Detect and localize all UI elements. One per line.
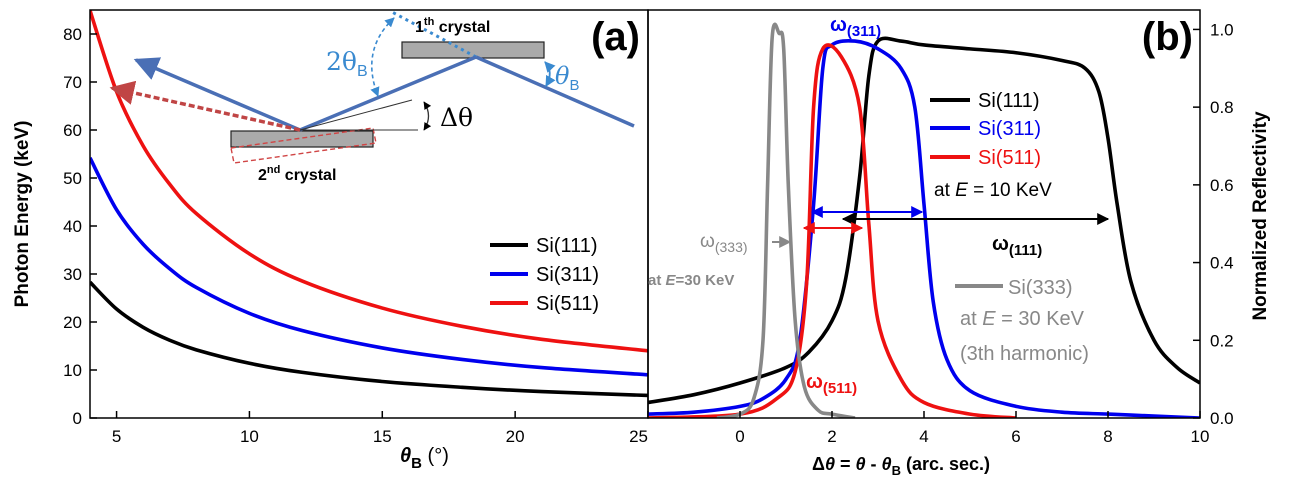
tilted-crystal-outline [230, 127, 377, 164]
panel-b-y-tick-label: 0.8 [1210, 98, 1234, 117]
panel-b-y-tick-label: 0.6 [1210, 176, 1234, 195]
omega-333-label: ω(333) [700, 231, 748, 255]
panel-a-series [90, 10, 648, 398]
omega-111-label: ω(111) [992, 233, 1042, 259]
second-crystal-label: 2nd crystal [258, 164, 336, 184]
legend-b-label-si111: Si(111) [978, 90, 1040, 112]
panel-a-y-tick-label: 50 [63, 169, 82, 188]
incident-beam [475, 55, 635, 128]
two-theta-arc [370, 17, 395, 97]
panel-b-legend: Si(111) Si(311) Si(511) at E = 10 KeV [930, 90, 1052, 201]
panel-b-y-tick-label: 1.0 [1210, 20, 1234, 39]
panel-a-x-tick-label: 5 [112, 427, 121, 446]
panel-a-y-tick-label: 40 [63, 217, 82, 236]
panel-a-y-ticks: 0 10 20 30 40 50 60 70 80 [63, 25, 97, 428]
panel-b-x-tick-label: 10 [1191, 427, 1210, 446]
panel-b-x-tick-label: 2 [827, 427, 836, 446]
omega-311-label: ω(311) [830, 14, 881, 40]
beam-continuation-dotted [391, 10, 477, 59]
si333-harmonic-note: (3th harmonic) [960, 343, 1089, 365]
panel-b-x-axis-label: Δθ = θ - θB (arc. sec.) [812, 454, 990, 478]
legend-b-energy-note: at E = 10 KeV [934, 180, 1052, 201]
delta-theta-label: Δθ [440, 103, 473, 132]
panel-a-x-tick-label: 10 [240, 427, 259, 446]
panel-a-y-tick-label: 0 [73, 409, 82, 428]
first-crystal-block [401, 41, 545, 59]
legend-a-label-si511: Si(511) [536, 293, 599, 315]
legend-b-label-si333: Si(333) [1008, 277, 1072, 299]
panel-b-y-tick-label: 0.2 [1210, 331, 1234, 350]
panel-a-y-tick-label: 20 [63, 313, 82, 332]
panel-a-y-tick-label: 60 [63, 121, 82, 140]
panel-a-y-tick-label: 70 [63, 73, 82, 92]
panel-a-series-si511 [90, 10, 648, 353]
panel-b-series-si333 [716, 22, 856, 418]
panel-b-x-ticks: 0 2 4 6 8 10 [735, 411, 1209, 446]
si333-energy-note-short: at E=30 KeV [648, 272, 734, 289]
panel-a-y-tick-label: 30 [63, 265, 82, 284]
legend-a-label-si111: Si(111) [536, 235, 598, 257]
panel-b-y-tick-label: 0.4 [1210, 254, 1234, 273]
panel-b-x-tick-label: 6 [1011, 427, 1020, 446]
legend-b-label-si311: Si(311) [978, 118, 1041, 140]
first-crystal-label: 1th crystal [415, 16, 490, 36]
panel-a-series-si111 [90, 280, 648, 398]
crystal-schematic-inset: Δθ 2θB θB 1th crystal 2nd crystal [109, 10, 635, 184]
panel-a-series-si311 [90, 157, 648, 377]
panel-a-label: (a) [591, 15, 640, 59]
panel-a-x-axis-label: θB (°) [400, 445, 449, 472]
legend-a-label-si311: Si(311) [536, 264, 599, 286]
exit-beam [133, 57, 301, 132]
second-crystal-block [230, 130, 374, 148]
panel-b-series-si111 [648, 36, 1200, 405]
delta-theta-arc [423, 101, 432, 131]
two-theta-label: 2θB [326, 47, 368, 80]
theta-b-arc [544, 61, 556, 87]
panel-b: 0 2 4 6 8 10 0.0 0.2 0.4 0.6 0.8 1.0 (b) Normalize… [647, 9, 1271, 478]
panel-b-y-axis-label: Normalized Reflectivity [1250, 111, 1271, 320]
panel-a-y-axis-label: Photon Energy (keV) [12, 121, 33, 308]
panel-b-label: (b) [1142, 15, 1193, 59]
si333-energy-note: at E = 30 KeV [960, 308, 1085, 330]
panel-a-y-tick-label: 10 [63, 361, 82, 380]
panel-a-y-tick-label: 80 [63, 25, 82, 44]
panel-b-x-tick-label: 4 [919, 427, 928, 446]
panel-a-x-ticks: 5 10 15 20 25 [112, 411, 649, 446]
panel-a-legend: Si(111) Si(311) Si(511) [490, 235, 599, 315]
panel-b-x-tick-label: 0 [735, 427, 744, 446]
panel-a-x-tick-label: 15 [373, 427, 392, 446]
theta-b-label: θB [555, 62, 579, 94]
panel-a: 5 10 15 20 25 0 10 20 30 40 50 60 70 80 (a) Photon E… [12, 9, 649, 472]
panel-b-y-tick-label: 0.0 [1210, 409, 1234, 428]
panel-b-series-si311 [648, 38, 1200, 418]
legend-b-label-si511: Si(511) [978, 147, 1041, 169]
panel-a-x-tick-label: 25 [629, 427, 648, 446]
panel-b-x-tick-label: 8 [1103, 427, 1112, 446]
detuned-exit-beam [109, 80, 301, 132]
panel-a-x-tick-label: 20 [506, 427, 525, 446]
panel-b-series [648, 22, 1200, 418]
omega-511-label: ω(511) [806, 371, 857, 397]
reference-line-tilted [299, 99, 413, 131]
panel-b-y-ticks: 0.0 0.2 0.4 0.6 0.8 1.0 [1193, 20, 1234, 428]
panel-b-series-si511 [648, 43, 1017, 418]
